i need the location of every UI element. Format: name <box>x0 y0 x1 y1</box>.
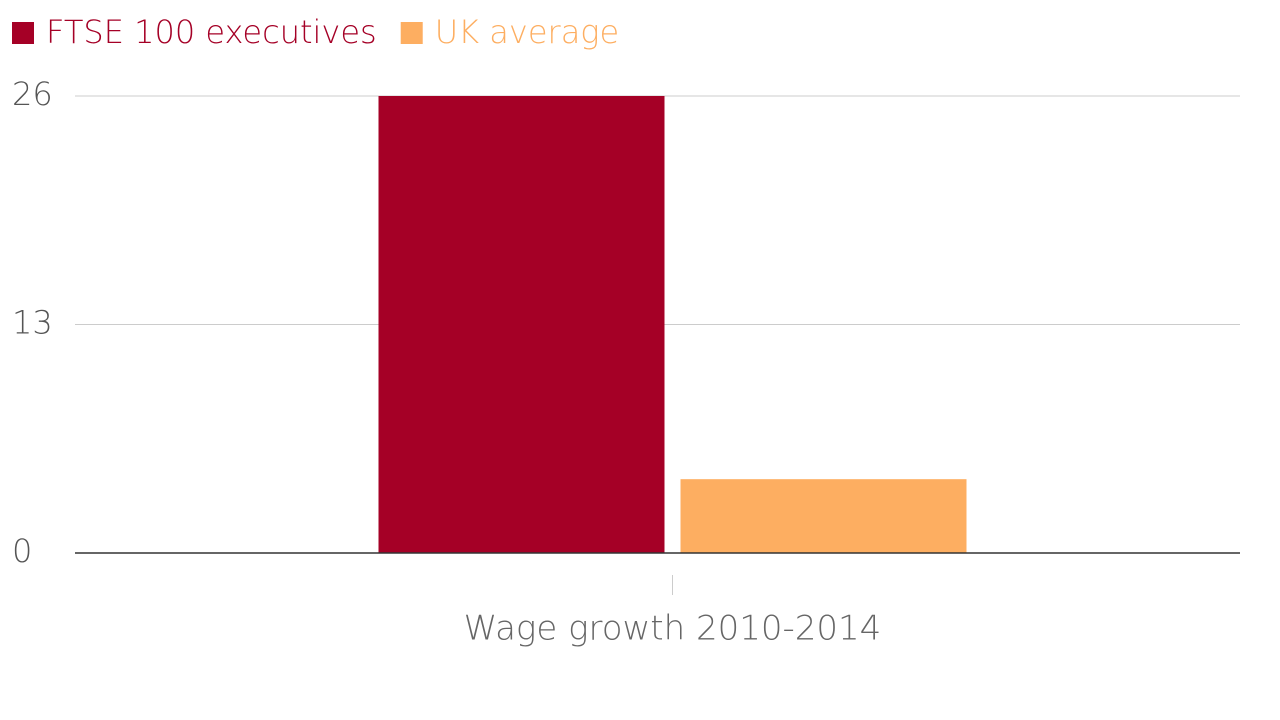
bar <box>680 479 967 553</box>
x-tick-label: Wage growth 2010-2014 <box>464 609 882 649</box>
y-tick-label: 26 <box>12 75 53 113</box>
legend-label: FTSE 100 executives <box>46 13 377 51</box>
legend-label: UK average <box>435 13 619 51</box>
y-tick-label: 13 <box>12 304 53 342</box>
bar <box>378 96 665 553</box>
legend-swatch <box>12 22 34 44</box>
legend-swatch <box>400 22 423 44</box>
y-tick-label: 0 <box>12 532 32 570</box>
